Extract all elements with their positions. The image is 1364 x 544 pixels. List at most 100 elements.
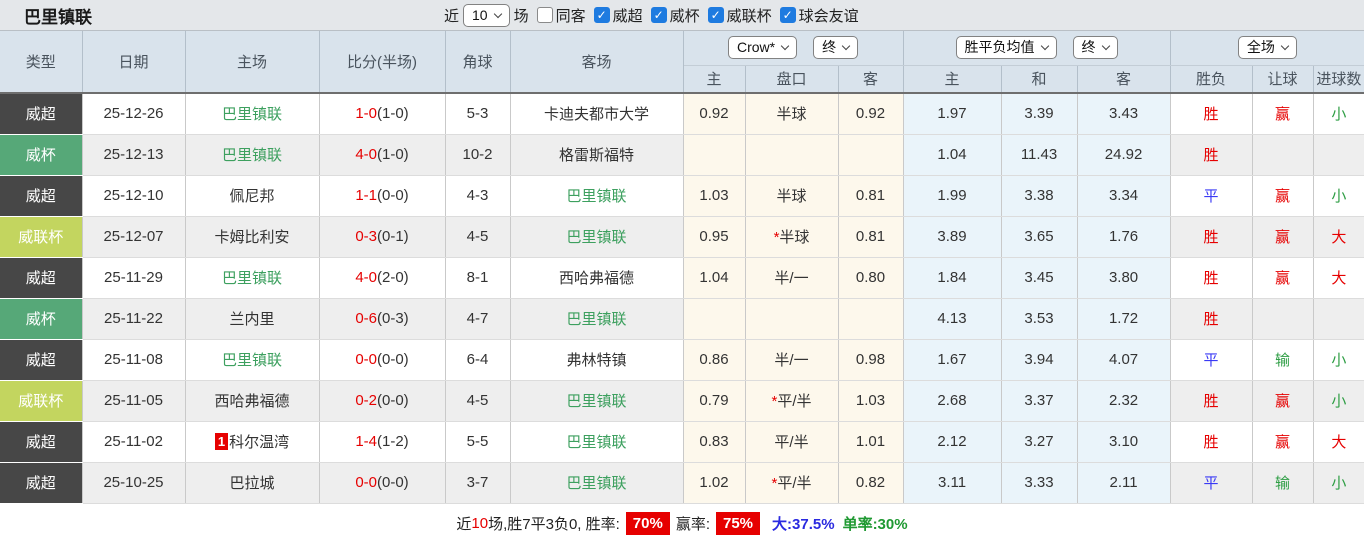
match-date: 25-11-05 [82,380,186,422]
score-fulltime: 0-3 [355,228,377,245]
handicap-state-select[interactable]: 终 [813,36,859,60]
result-handicap: 赢 [1252,216,1314,258]
checkbox-welsh-cup[interactable]: ✓ [650,7,667,23]
score-halftime: (1-2) [377,433,409,450]
odds-draw: 3.45 [1001,257,1078,299]
odds-away: 4.07 [1077,339,1171,381]
away-team[interactable]: 巴里镇联 [566,475,627,492]
away-team[interactable]: 巴里镇联 [566,393,627,410]
handicap-group-header: Crow* 终 [683,31,904,66]
label-same-away[interactable]: 同客 [555,7,586,25]
col-odds-away: 客 [1077,65,1171,94]
score-halftime: (0-0) [377,474,409,491]
recent-count-select[interactable]: 10 [463,3,510,27]
away-team[interactable]: 弗林特镇 [566,352,627,369]
away-team[interactable]: 巴里镇联 [566,311,627,328]
single-rate: 单率:30% [842,515,908,533]
handicap-company-value: Crow* [736,39,776,56]
top-bar: 巴里镇联 近 10 场 ✓ 同客 ✓ 威超 ✓ 威杯 ✓ 威联杯 ✓ 球会友谊 [0,0,1364,31]
home-team[interactable]: 科尔温湾 [229,434,290,451]
away-team[interactable]: 巴里镇联 [566,188,627,205]
odds-away: 1.76 [1077,216,1171,258]
odds-away: 1.72 [1077,298,1171,340]
result-goals [1313,134,1364,176]
away-team[interactable]: 格雷斯福特 [558,147,634,164]
odds-draw: 3.37 [1001,380,1078,422]
handicap-line: 半/一 [774,270,809,287]
league-type-badge: 威超 [0,421,83,463]
match-date: 25-12-26 [82,93,186,135]
handicap-away-odds: 0.82 [838,462,904,504]
away-team[interactable]: 卡迪夫都市大学 [543,106,649,124]
home-team[interactable]: 卡姆比利安 [214,229,290,246]
handicap-home-odds: 0.79 [683,380,746,422]
label-club-friendly[interactable]: 球会友谊 [798,7,859,25]
home-team[interactable]: 巴里镇联 [221,106,282,124]
away-team[interactable]: 巴里镇联 [566,434,627,451]
checkbox-same-away[interactable]: ✓ [536,7,553,23]
score-fulltime: 4-0 [355,269,377,286]
scope-select[interactable]: 全场 [1237,36,1297,60]
recent-label: 近 [444,7,460,25]
score-fulltime: 0-0 [355,474,377,491]
handicap-line: 半球 [779,229,810,246]
checkbox-welsh-league-cup[interactable]: ✓ [707,7,724,23]
score-fulltime: 1-1 [355,187,377,204]
league-type-badge: 威超 [0,257,83,299]
handicap-away-odds: 0.81 [838,175,904,217]
handicap-away-odds: 1.01 [838,421,904,463]
table-row: 威联杯 25-11-05 西哈弗福德 0-2(0-0) 4-5 巴里镇联 0.7… [0,380,1364,422]
handicap-win-label: 赢率: [675,515,710,533]
match-date: 25-11-29 [82,257,186,299]
table-row: 威超 25-11-02 1 科尔温湾 1-4(1-2) 5-5 巴里镇联 0.83… [0,421,1364,463]
page-title: 巴里镇联 [24,7,92,27]
chevron-down-icon [1280,42,1290,51]
home-team[interactable]: 巴里镇联 [221,147,282,164]
score-fulltime: 0-0 [355,351,377,368]
handicap-line: 平/半 [774,434,809,451]
result-handicap: 赢 [1252,93,1314,135]
result-goals: 大 [1313,216,1364,258]
home-team[interactable]: 兰内里 [229,311,275,328]
result-wdl: 胜 [1170,380,1253,422]
checkbox-club-friendly[interactable]: ✓ [779,7,796,23]
handicap-star: * [771,393,778,410]
league-type-badge: 威超 [0,339,83,381]
home-team[interactable]: 巴里镇联 [221,352,282,369]
odds-away: 3.10 [1077,421,1171,463]
table-row: 威超 25-12-10 佩尼邦 1-1(0-0) 4-3 巴里镇联 1.03 半… [0,175,1364,217]
result-goals: 大 [1313,421,1364,463]
col-corner: 角球 [445,31,511,94]
label-welsh-league-cup[interactable]: 威联杯 [726,7,772,25]
home-team[interactable]: 西哈弗福德 [214,393,290,410]
handicap-company-select[interactable]: Crow* [727,36,798,60]
result-goals [1313,298,1364,340]
corner-score: 4-5 [445,216,511,258]
odds-away: 24.92 [1077,134,1171,176]
match-date: 25-11-02 [82,421,186,463]
handicap-line: 半球 [776,188,807,205]
result-wdl: 平 [1170,175,1253,217]
odds-draw: 3.53 [1001,298,1078,340]
odds-state-value: 终 [1081,39,1096,56]
table-row: 威超 25-11-08 巴里镇联 0-0(0-0) 6-4 弗林特镇 0.86 … [0,339,1364,381]
result-goals: 小 [1313,339,1364,381]
checkbox-welsh-premier[interactable]: ✓ [593,7,610,23]
score-fulltime: 0-6 [355,310,377,327]
label-welsh-cup[interactable]: 威杯 [669,7,700,25]
handicap-away-odds: 0.92 [838,93,904,135]
away-team[interactable]: 巴里镇联 [566,229,627,246]
odds-state-select[interactable]: 终 [1072,36,1118,60]
league-type-badge: 威联杯 [0,380,83,422]
label-welsh-premier[interactable]: 威超 [612,7,643,25]
home-team[interactable]: 巴拉城 [229,475,275,492]
score-halftime: (2-0) [377,269,409,286]
away-team[interactable]: 西哈弗福德 [558,270,634,287]
home-team[interactable]: 巴里镇联 [221,270,282,287]
odds-home: 2.68 [903,380,1002,422]
col-goals: 进球数 [1313,65,1364,94]
chevron-down-icon [493,9,502,18]
odds-type-select[interactable]: 胜平负均值 [955,36,1057,60]
home-team[interactable]: 佩尼邦 [229,188,275,205]
league-type-badge: 威超 [0,175,83,217]
